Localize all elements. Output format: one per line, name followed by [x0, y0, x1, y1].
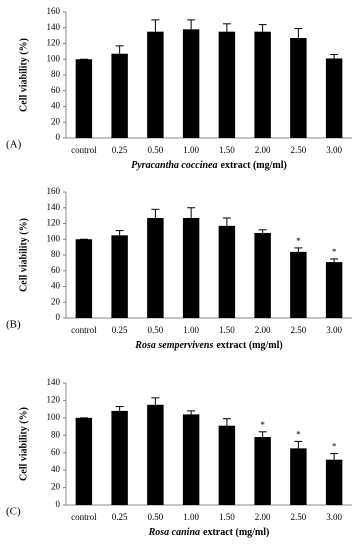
y-tick-label: 140: [47, 202, 61, 212]
bar: [147, 404, 164, 505]
x-tick-label: control: [71, 325, 97, 335]
x-axis-label: Rosa sempervivens extract (mg/ml): [134, 340, 282, 351]
significance-marker: *: [332, 442, 337, 452]
chart-panel: 0 20 40 60 80 100 120 140 160 control 0.25 0.50 1.00…: [6, 6, 352, 171]
y-tick-label: 140: [47, 377, 61, 387]
y-tick-label: 120: [47, 218, 61, 228]
x-tick-label: control: [71, 145, 97, 155]
x-tick-label: 2.00: [255, 512, 271, 522]
x-axis-label-species: Pyracantha coccinea: [131, 160, 217, 171]
x-tick-label: 1.50: [219, 512, 235, 522]
y-tick-label: 80: [51, 429, 61, 439]
bar: [325, 459, 343, 505]
x-tick-label: 2.50: [291, 145, 307, 155]
x-tick-label: 1.00: [183, 325, 199, 335]
y-tick-label: 100: [47, 53, 61, 63]
y-tick-label: 120: [47, 394, 61, 404]
x-tick-label: 0.50: [148, 512, 164, 522]
y-tick-label: 0: [56, 132, 61, 142]
bar: [218, 425, 236, 505]
y-tick-label: 20: [51, 296, 61, 306]
x-tick-label: 1.50: [219, 325, 235, 335]
x-tick-label: 0.50: [148, 325, 164, 335]
x-tick-label: 0.25: [112, 512, 128, 522]
x-axis-label-species: Rosa sempervivens: [134, 340, 213, 351]
bar: [290, 448, 307, 505]
x-axis-label-unit: extract (mg/ml): [203, 527, 269, 538]
bar: [111, 410, 128, 505]
x-tick-label: 1.50: [219, 145, 235, 155]
y-tick-label: 160: [47, 6, 61, 16]
y-tick-label: 100: [47, 412, 61, 422]
y-tick-label: 60: [51, 265, 61, 275]
x-axis-label-unit: extract (mg/ml): [216, 340, 282, 351]
x-tick-label: 2.00: [255, 325, 271, 335]
x-tick-label: 2.50: [291, 325, 307, 335]
y-tick-label: 80: [51, 249, 61, 259]
x-tick-label: 2.00: [255, 145, 271, 155]
bar: [182, 217, 200, 318]
y-axis-label: Cell viability (%): [18, 218, 29, 292]
bar: [254, 437, 271, 505]
x-tick-label: 3.00: [326, 145, 342, 155]
bar: [182, 29, 200, 139]
y-tick-label: 40: [51, 464, 61, 474]
x-tick-label: control: [71, 512, 97, 522]
y-axis-label: Cell viability (%): [18, 38, 29, 112]
y-tick-label: 40: [51, 101, 61, 111]
bar: [218, 225, 236, 318]
bar: [290, 251, 307, 318]
bar: [182, 414, 200, 505]
x-tick-label: 1.00: [183, 512, 199, 522]
x-tick-label: 3.00: [326, 512, 342, 522]
x-tick-label: 0.50: [148, 145, 164, 155]
bar: [111, 53, 128, 138]
bar: [325, 262, 343, 318]
chart-panel: 0 20 40 60 80 100 120 140 control 0.25 0.50 1.00 1.5…: [6, 377, 352, 538]
y-tick-label: 100: [47, 233, 61, 243]
x-axis-label-unit: extract (mg/ml): [221, 160, 287, 171]
y-tick-label: 120: [47, 38, 61, 48]
bar: [75, 239, 93, 318]
y-tick-label: 40: [51, 281, 61, 291]
y-tick-label: 20: [51, 482, 61, 492]
x-axis-label-species: Rosa canina: [148, 527, 200, 538]
panel-label: (A): [6, 139, 22, 151]
x-tick-label: 1.00: [183, 145, 199, 155]
significance-marker: *: [296, 236, 301, 246]
bar: [75, 417, 93, 505]
y-tick-label: 140: [47, 22, 61, 32]
y-tick-label: 20: [51, 116, 61, 126]
bar: [111, 235, 128, 318]
x-tick-label: 0.25: [112, 325, 128, 335]
panel-label: (C): [6, 506, 21, 518]
panel-label: (B): [6, 319, 21, 331]
bar: [254, 232, 271, 318]
x-axis-label: Pyracantha coccinea extract (mg/ml): [131, 160, 287, 171]
x-tick-label: 3.00: [326, 325, 342, 335]
bar: [147, 31, 164, 138]
bar: [218, 31, 236, 138]
significance-marker: *: [260, 420, 265, 430]
y-tick-label: 60: [51, 85, 61, 95]
y-tick-label: 60: [51, 447, 61, 457]
bar: [325, 58, 343, 138]
x-tick-label: 0.25: [112, 145, 128, 155]
bar: [254, 31, 271, 138]
significance-marker: *: [332, 247, 337, 257]
y-tick-label: 80: [51, 69, 61, 79]
bar: [290, 37, 307, 138]
y-tick-label: 160: [47, 186, 61, 196]
bar: [75, 59, 93, 138]
y-tick-label: 0: [56, 312, 61, 322]
significance-marker: *: [296, 429, 301, 439]
x-axis-label: Rosa canina extract (mg/ml): [148, 527, 270, 538]
chart-panel: 0 20 40 60 80 100 120 140 160 control 0.25 0.50 1.00…: [6, 186, 352, 351]
x-tick-label: 2.50: [291, 512, 307, 522]
y-axis-label: Cell viability (%): [18, 407, 29, 481]
bar: [147, 217, 164, 318]
y-tick-label: 0: [56, 499, 61, 509]
